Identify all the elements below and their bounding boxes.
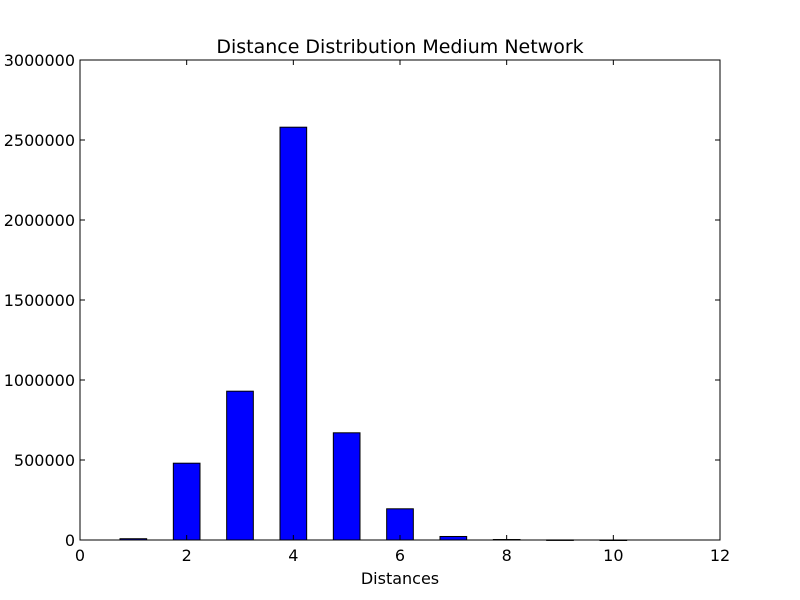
y-tick-label: 2500000 <box>4 131 75 150</box>
y-tick-label: 1500000 <box>4 291 75 310</box>
x-axis-label: Distances <box>361 569 439 588</box>
x-tick-label: 2 <box>182 546 192 565</box>
y-tick-label: 500000 <box>14 451 75 470</box>
y-tick-label: 1000000 <box>4 371 75 390</box>
y-tick-label: 2000000 <box>4 211 75 230</box>
x-tick-label: 8 <box>502 546 512 565</box>
chart-title: Distance Distribution Medium Network <box>216 36 583 58</box>
y-tick-label: 0 <box>65 531 75 550</box>
x-tick-labels: 0 2 4 6 8 10 12 <box>75 546 730 565</box>
ticks-group <box>79 59 721 541</box>
bars-group <box>119 126 628 541</box>
bar-distance-3 <box>226 390 254 541</box>
x-tick-label: 0 <box>75 546 85 565</box>
x-tick-label: 6 <box>395 546 405 565</box>
bar-distance-7 <box>439 535 468 541</box>
y-tick-label: 3000000 <box>4 51 75 70</box>
x-tick-label: 12 <box>710 546 730 565</box>
x-tick-label: 4 <box>288 546 298 565</box>
bar-distance-4 <box>279 126 308 541</box>
y-tick-labels: 0 500000 1000000 1500000 2000000 2500000 30000… <box>4 51 75 550</box>
bar-distance-5 <box>332 432 361 541</box>
bar-distance-2 <box>172 462 201 541</box>
x-tick-label: 10 <box>603 546 623 565</box>
bar-distance-6 <box>386 508 414 541</box>
